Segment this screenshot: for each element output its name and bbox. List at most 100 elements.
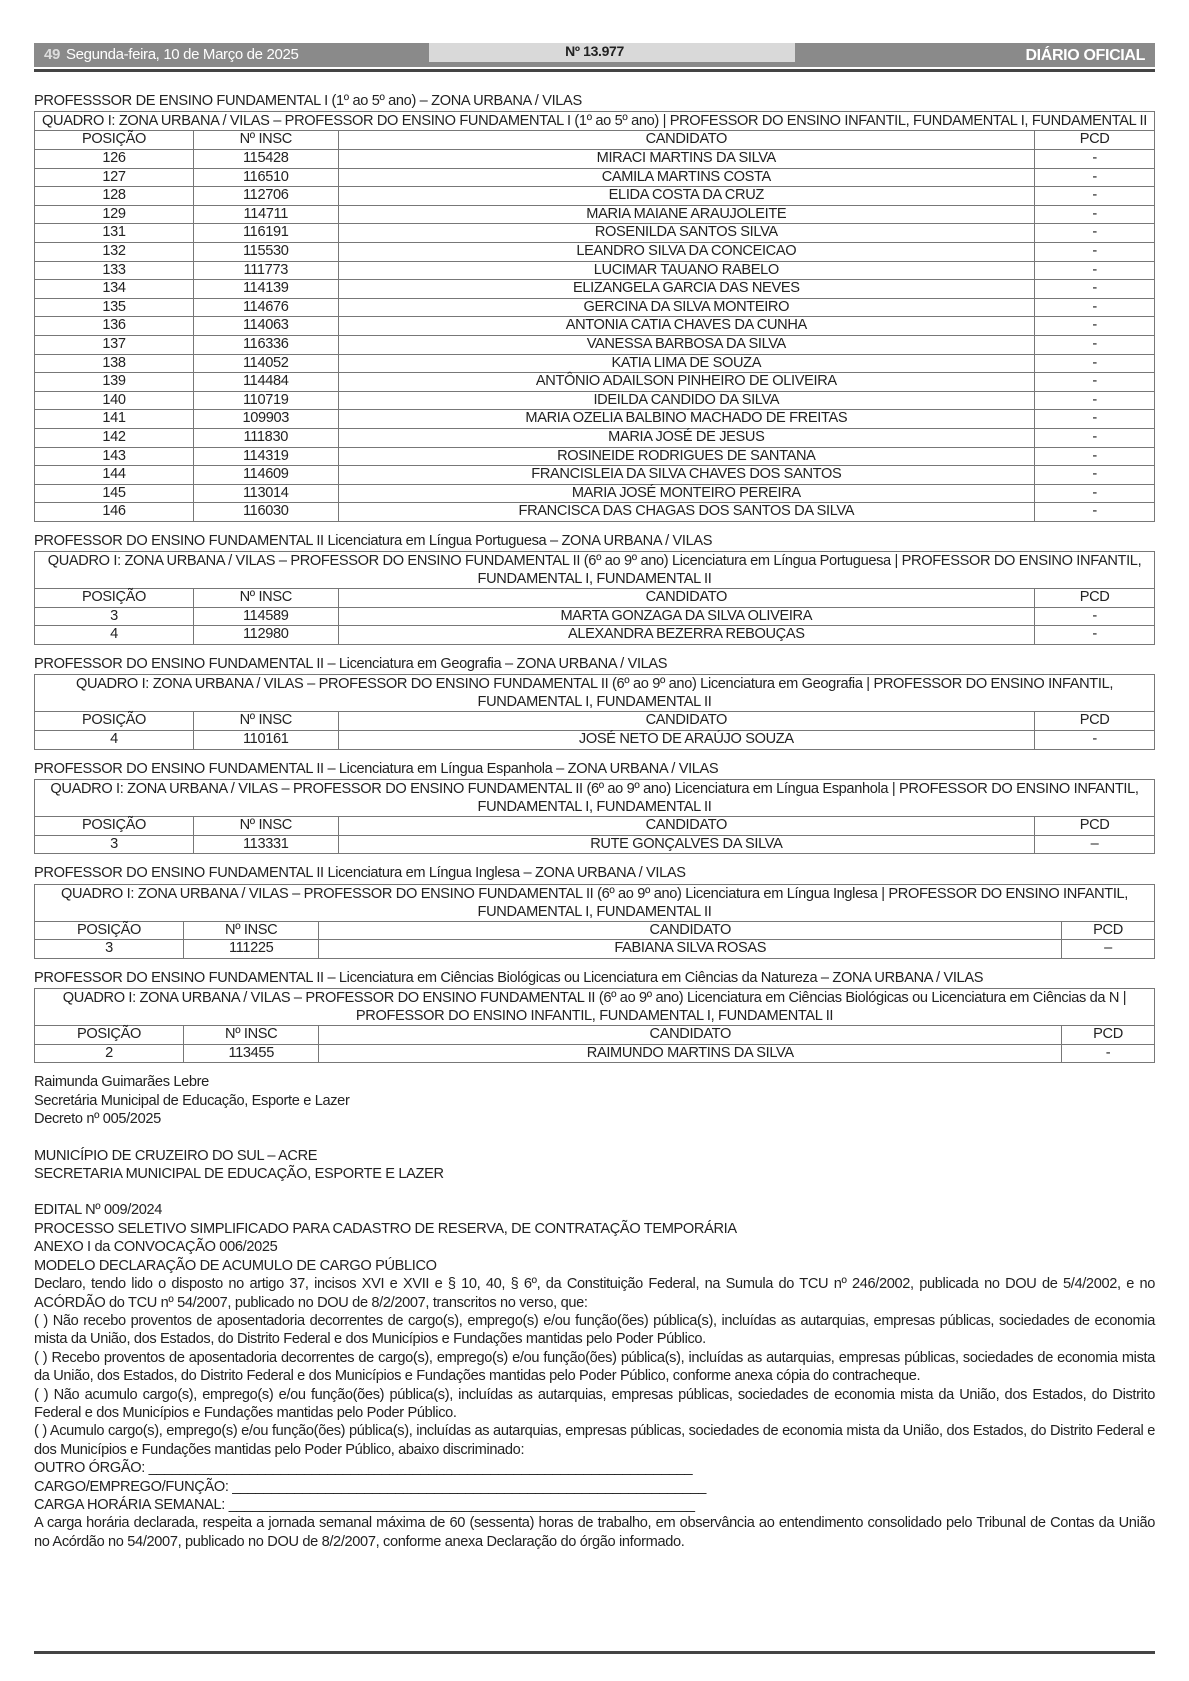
cell-position: 128 <box>33 186 195 206</box>
section-title: PROFESSOR DO ENSINO FUNDAMENTAL II – Lic… <box>34 656 668 673</box>
table-row: 137 116336 VANESSA BARBOSA DA SILVA - <box>33 334 1155 355</box>
declaration-field: CARGA HORÁRIA SEMANAL: _________________… <box>34 1496 695 1513</box>
table-row: 134 114139 ELIZANGELA GARCIA DAS NEVES - <box>33 279 1155 299</box>
page-header: 49 Segunda-feira, 10 de Março de 2025 Nº … <box>34 43 1155 67</box>
cell-insc: 109903 <box>193 409 339 429</box>
cell-position: 134 <box>33 279 195 299</box>
cell-insc: 114139 <box>193 279 339 299</box>
cell-insc: 114319 <box>193 446 339 467</box>
header-left: 49 Segunda-feira, 10 de Março de 2025 <box>44 46 299 63</box>
org-line: SECRETARIA MUNICIPAL DE EDUCAÇÃO, ESPORT… <box>34 1166 444 1183</box>
declaration-paragraph: ( ) Recebo proventos de aposentadoria de… <box>34 1349 1155 1385</box>
column-header: CANDIDATO <box>337 711 1036 732</box>
cell-pcd: - <box>1034 606 1155 627</box>
signature-block: Raimunda Guimarães Lebre Secretária Muni… <box>34 1073 1155 1128</box>
quadro-row: QUADRO I: ZONA URBANA / VILAS – PROFESSO… <box>34 551 1155 590</box>
results-table: QUADRO I: ZONA URBANA / VILAS – PROFESSO… <box>33 111 1155 522</box>
signature-name: Raimunda Guimarães Lebre <box>34 1074 209 1091</box>
column-header: PCD <box>1034 130 1155 150</box>
section-title: PROFESSSOR DE ENSINO FUNDAMENTAL I (1º a… <box>34 93 582 109</box>
edital-line: MODELO DECLARAÇÃO DE ACUMULO DE CARGO PÚ… <box>34 1257 437 1274</box>
cell-candidate: JOSÉ NETO DE ARAÚJO SOUZA <box>337 730 1036 750</box>
declaration-paragraph: Declaro, tendo lido o disposto no artigo… <box>34 1276 1155 1311</box>
column-header: CANDIDATO <box>337 588 1036 608</box>
column-header: Nº INSC <box>182 920 320 941</box>
content: PROFESSSOR DE ENSINO FUNDAMENTAL I (1º a… <box>33 86 1155 1551</box>
cell-pcd: - <box>1034 427 1155 448</box>
cell-insc: 113014 <box>193 483 339 504</box>
table-row: 131 116191 ROSENILDA SANTOS SILVA - <box>33 223 1155 243</box>
table-row: 138 114052 KATIA LIMA DE SOUZA - <box>33 353 1155 374</box>
cell-pcd: - <box>1034 409 1155 429</box>
cell-candidate: ROSINEIDE RODRIGUES DE SANTANA <box>337 446 1036 467</box>
cell-pcd: - <box>1061 1043 1155 1064</box>
cell-position: 138 <box>33 353 195 374</box>
cell-position: 127 <box>33 167 195 188</box>
header-row: POSIÇÃO Nº INSC CANDIDATO PCD <box>33 130 1155 150</box>
declaration-paragraph: ( ) Não acumulo cargo(s), emprego(s) e/o… <box>34 1386 1155 1421</box>
table-row: 139 114484 ANTÔNIO ADAILSON PINHEIRO DE OL… <box>33 372 1155 392</box>
cell-position: 145 <box>33 483 195 504</box>
cell-position: 129 <box>33 204 195 225</box>
header-divider <box>34 69 1155 72</box>
cell-pcd: - <box>1034 204 1155 225</box>
cell-position: 143 <box>33 446 195 467</box>
edital-line: PROCESSO SELETIVO SIMPLIFICADO PARA CADA… <box>34 1220 737 1237</box>
edition-number: Nº 13.977 <box>565 43 624 59</box>
cell-insc: 114052 <box>193 353 339 374</box>
column-header: POSIÇÃO <box>33 816 195 836</box>
column-header: Nº INSC <box>193 130 339 150</box>
results-table: QUADRO I: ZONA URBANA / VILAS – PROFESSO… <box>33 674 1155 750</box>
cell-position: 131 <box>33 223 195 243</box>
cell-candidate: CAMILA MARTINS COSTA <box>337 167 1036 188</box>
section-title: PROFESSOR DO ENSINO FUNDAMENTAL II Licen… <box>34 532 713 549</box>
table-row: 132 115530 LEANDRO SILVA DA CONCEICAO - <box>33 241 1155 262</box>
cell-pcd: - <box>1034 186 1155 206</box>
table-row: 128 112706 ELIDA COSTA DA CRUZ - <box>33 186 1155 206</box>
column-header: PCD <box>1034 816 1155 836</box>
table-row: 3 113331 RUTE GONÇALVES DA SILVA – <box>33 834 1155 855</box>
table-row: 127 116510 CAMILA MARTINS COSTA - <box>33 167 1155 188</box>
cell-insc: 110719 <box>193 390 339 411</box>
table-row: 3 111225 FABIANA SILVA ROSAS – <box>34 939 1155 959</box>
column-header: PCD <box>1034 711 1155 732</box>
cell-candidate: ELIDA COSTA DA CRUZ <box>337 186 1036 206</box>
cell-insc: 115428 <box>193 149 339 169</box>
column-header: CANDIDATO <box>337 816 1036 836</box>
header-row: POSIÇÃO Nº INSC CANDIDATO PCD <box>34 1025 1155 1045</box>
cell-candidate: FRANCISCA DAS CHAGAS DOS SANTOS DA SILVA <box>337 502 1036 522</box>
column-header: POSIÇÃO <box>34 1025 184 1045</box>
cell-candidate: ALEXANDRA BEZERRA REBOUÇAS <box>337 625 1036 646</box>
table-row: 136 114063 ANTONIA CATIA CHAVES DA CUNHA - <box>33 316 1155 336</box>
column-header: Nº INSC <box>193 711 339 732</box>
cell-insc: 115530 <box>193 241 339 262</box>
quadro-title: QUADRO I: ZONA URBANA / VILAS – PROFESSO… <box>34 551 1155 590</box>
cell-candidate: MARIA JOSÉ MONTEIRO PEREIRA <box>337 483 1036 504</box>
cell-pcd: - <box>1034 446 1155 467</box>
cell-pcd: - <box>1034 149 1155 169</box>
quadro-title: QUADRO I: ZONA URBANA / VILAS – PROFESSO… <box>34 883 1155 922</box>
cell-candidate: MARIA MAIANE ARAUJOLEITE <box>337 204 1036 225</box>
column-header: POSIÇÃO <box>33 588 195 608</box>
table-row: 135 114676 GERCINA DA SILVA MONTEIRO - <box>33 297 1155 318</box>
column-header: POSIÇÃO <box>33 711 195 732</box>
cell-insc: 113331 <box>193 834 339 855</box>
cell-insc: 114484 <box>193 372 339 392</box>
cell-position: 137 <box>33 334 195 355</box>
cell-pcd: - <box>1034 260 1155 281</box>
header-row: POSIÇÃO Nº INSC CANDIDATO PCD <box>33 816 1155 836</box>
results-table: QUADRO I: ZONA URBANA / VILAS – PROFESSO… <box>34 988 1155 1064</box>
cell-position: 142 <box>33 427 195 448</box>
cell-candidate: FABIANA SILVA ROSAS <box>318 939 1063 959</box>
cell-candidate: RAIMUNDO MARTINS DA SILVA <box>318 1043 1063 1064</box>
column-header: CANDIDATO <box>318 1025 1063 1045</box>
column-header: PCD <box>1061 920 1155 941</box>
declaration-paragraph: ( ) Acumulo cargo(s), emprego(s) e/ou fu… <box>34 1423 1155 1458</box>
cell-pcd: - <box>1034 483 1155 504</box>
declaration-closing: A carga horária declarada, respeita a jo… <box>34 1515 1155 1550</box>
cell-position: 140 <box>33 390 195 411</box>
table-row: 2 113455 RAIMUNDO MARTINS DA SILVA - <box>34 1043 1155 1064</box>
cell-candidate: MARIA OZELIA BALBINO MACHADO DE FREITAS <box>337 409 1036 429</box>
cell-pcd: - <box>1034 334 1155 355</box>
cell-pcd: - <box>1034 353 1155 374</box>
